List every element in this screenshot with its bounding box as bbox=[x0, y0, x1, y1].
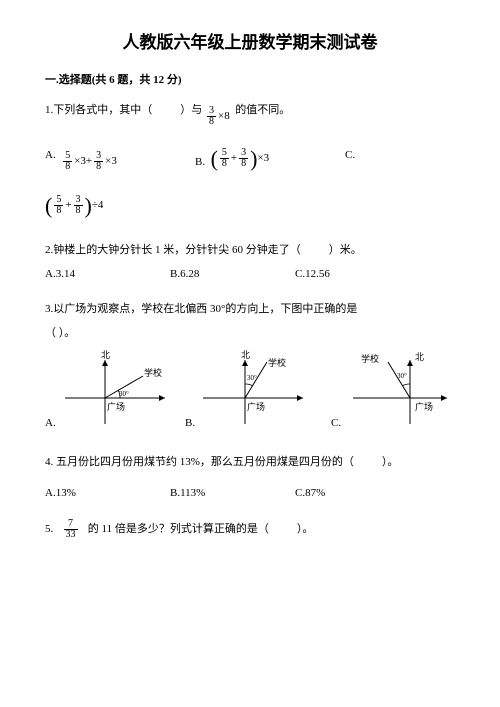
page-title: 人教版六年级上册数学期末测试卷 bbox=[45, 30, 455, 56]
q5-stem-post: ）。 bbox=[297, 523, 314, 535]
compass-diagram-icon: 北 学校 30° 广场 C. bbox=[325, 350, 455, 432]
question-3: 3.以广场为观察点，学校在北偏西 30°的方向上，下图中正确的是 （ ）。 北 bbox=[45, 301, 455, 437]
svg-text:A.: A. bbox=[45, 417, 56, 429]
q3-diagram-B: 北 学校 30° 广场 B. bbox=[185, 350, 315, 437]
q3-diagram-C: 北 学校 30° 广场 C. bbox=[325, 350, 455, 437]
q4-option-A: A.13% bbox=[45, 485, 170, 502]
svg-text:B.: B. bbox=[185, 417, 195, 429]
svg-text:30°: 30° bbox=[119, 390, 129, 398]
svg-text:学校: 学校 bbox=[268, 357, 286, 368]
svg-text:北: 北 bbox=[241, 350, 250, 360]
question-4: 4. 五月份比四月份用煤节约 13%，那么五月份用煤是四月份的（ ）。 A.13%… bbox=[45, 454, 455, 501]
svg-text:学校: 学校 bbox=[361, 353, 379, 364]
q3-diagrams: 北 学校 30° 广场 A. 北 学校 bbox=[45, 350, 455, 437]
question-5: 5. 733 的 11 倍是多少？列式计算正确的是（ ）。 bbox=[45, 519, 455, 540]
q3-diagram-A: 北 学校 30° 广场 A. bbox=[45, 350, 175, 437]
question-1: 1.下列各式中，其中（ ）与 38×8 的值不同。 A. 58×3+38×3 B.… bbox=[45, 102, 455, 218]
right-paren-icon: ) bbox=[85, 195, 92, 217]
q1-stem-tail: 的值不同。 bbox=[235, 104, 290, 116]
q1-stem-post: ）与 bbox=[180, 104, 202, 116]
fraction-3-8: 38 bbox=[94, 151, 103, 172]
fraction-7-33: 733 bbox=[64, 519, 78, 540]
fraction-5-8: 58 bbox=[63, 151, 72, 172]
q2-stem-post: ）米。 bbox=[329, 244, 362, 256]
q5-label: 5. bbox=[45, 523, 53, 535]
exam-page: 人教版六年级上册数学期末测试卷 一.选择题(共 6 题，共 12 分) 1.下列… bbox=[0, 0, 500, 578]
svg-text:C.: C. bbox=[331, 417, 341, 429]
q4-stem-pre: 4. 五月份比四月份用煤节约 13%，那么五月份用煤是四月份的（ bbox=[45, 456, 354, 468]
section-1-header: 一.选择题(共 6 题，共 12 分) bbox=[45, 72, 455, 89]
q4-option-B: B.113% bbox=[170, 485, 295, 502]
svg-text:30°: 30° bbox=[397, 372, 407, 380]
q2-option-C: C.12.56 bbox=[295, 266, 330, 283]
fraction-3-8: 38 bbox=[207, 106, 216, 127]
q2-option-B: B.6.28 bbox=[170, 266, 295, 283]
q1-option-C: ( 58+38 )÷4 bbox=[45, 194, 455, 218]
svg-text:广场: 广场 bbox=[415, 401, 433, 412]
left-paren-icon: ( bbox=[45, 195, 52, 217]
svg-text:30°: 30° bbox=[247, 374, 257, 382]
compass-diagram-icon: 北 学校 30° 广场 B. bbox=[185, 350, 315, 432]
q5-stem-pre: 的 11 倍是多少？列式计算正确的是（ bbox=[88, 523, 269, 535]
q4-stem-post: ）。 bbox=[382, 456, 399, 468]
compass-diagram-icon: 北 学校 30° 广场 A. bbox=[45, 350, 175, 432]
q1-option-A: A. 58×3+38×3 bbox=[45, 147, 195, 172]
q2-option-A: A.3.14 bbox=[45, 266, 170, 283]
question-2: 2.钟楼上的大钟分针长 1 米，分针针尖 60 分钟走了（）米。 A.3.14 … bbox=[45, 242, 455, 283]
svg-text:广场: 广场 bbox=[247, 401, 265, 412]
right-paren-icon: ) bbox=[250, 148, 257, 170]
svg-text:北: 北 bbox=[415, 352, 424, 362]
svg-text:北: 北 bbox=[101, 350, 110, 360]
svg-text:广场: 广场 bbox=[107, 401, 125, 412]
q3-stem-post: （ ）。 bbox=[45, 325, 455, 342]
q1-expr: 38×8 bbox=[205, 106, 230, 127]
q2-stem-pre: 2.钟楼上的大钟分针长 1 米，分针针尖 60 分钟走了（ bbox=[45, 244, 301, 256]
q4-option-C: C.87% bbox=[295, 485, 325, 502]
q3-stem-pre: 3.以广场为观察点，学校在北偏西 30°的方向上，下图中正确的是 bbox=[45, 301, 455, 318]
left-paren-icon: ( bbox=[211, 148, 218, 170]
q1-stem-pre: 1.下列各式中，其中（ bbox=[45, 104, 152, 116]
q1-option-C-label: C. bbox=[345, 147, 355, 172]
q1-option-B: B. ( 58+38 )×3 bbox=[195, 147, 345, 172]
svg-text:学校: 学校 bbox=[144, 367, 162, 378]
